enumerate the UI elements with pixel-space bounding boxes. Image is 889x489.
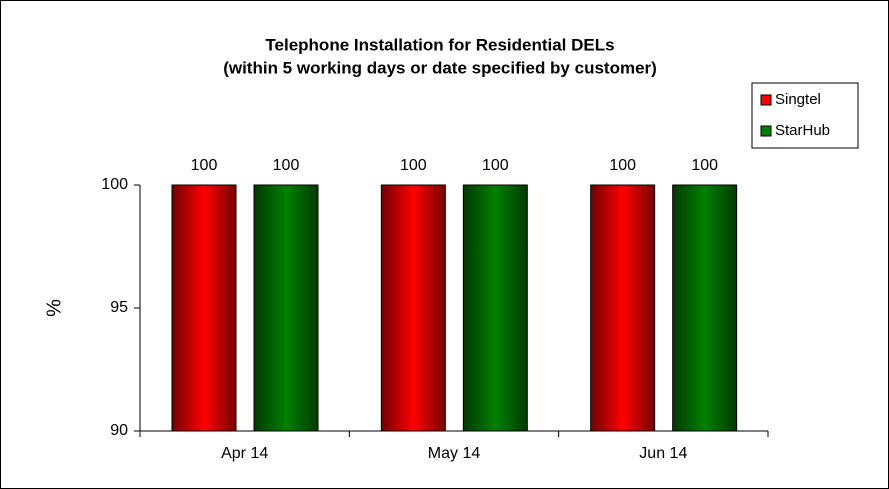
- bar: [380, 184, 446, 432]
- y-tick-label: 100: [101, 176, 128, 193]
- legend-label: Singtel: [775, 91, 821, 108]
- bar: [672, 184, 738, 432]
- chart-subtitle: (within 5 working days or date specified…: [223, 58, 657, 77]
- y-tick-label: 90: [110, 422, 128, 439]
- chart-title: Telephone Installation for Residential D…: [265, 35, 614, 54]
- data-label: 100: [273, 157, 300, 174]
- bar: [590, 184, 656, 432]
- data-label: 100: [191, 157, 218, 174]
- data-label: 100: [400, 157, 427, 174]
- legend-label: StarHub: [775, 122, 830, 139]
- bar: [171, 184, 237, 432]
- x-tick-label: May 14: [428, 445, 481, 462]
- bar: [462, 184, 528, 432]
- data-label: 100: [482, 157, 509, 174]
- x-tick-label: Jun 14: [639, 445, 687, 462]
- data-label: 100: [691, 157, 718, 174]
- y-axis-label: %: [43, 299, 65, 317]
- data-label: 100: [609, 157, 636, 174]
- legend-swatch: [760, 94, 772, 106]
- legend-swatch: [760, 125, 772, 137]
- x-tick-label: Apr 14: [221, 445, 268, 462]
- y-tick-label: 95: [110, 299, 128, 316]
- legend-box: [751, 82, 859, 149]
- bar: [253, 184, 319, 432]
